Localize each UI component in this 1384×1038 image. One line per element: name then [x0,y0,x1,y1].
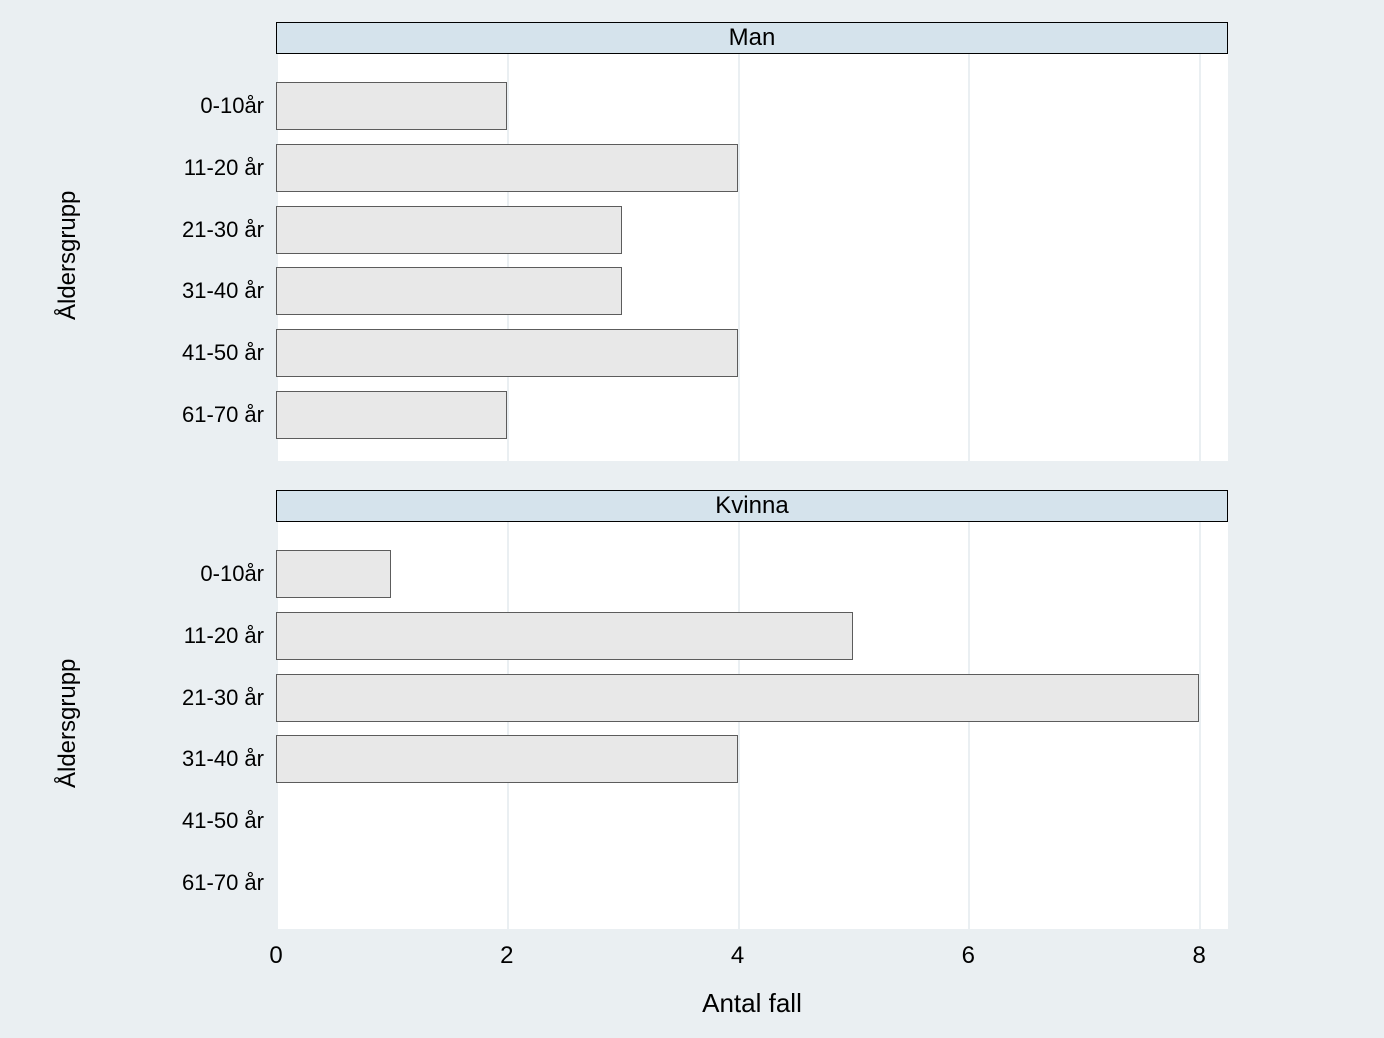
y-tick-label: 41-50 år [182,810,264,832]
gridline [968,54,970,461]
plot-area [276,54,1228,461]
y-tick-label: 21-30 år [182,687,264,709]
bar [276,267,622,315]
bar [276,735,738,783]
gridline [738,522,740,929]
bar [276,674,1199,722]
y-axis-label: Åldersgrupp [54,200,82,320]
gridline [507,522,509,929]
y-tick-label: 21-30 år [182,219,264,241]
y-tick-label: 11-20 år [184,157,264,179]
faceted-bar-chart: Åldersgrupp Man 0-10år 11-20 år 21-30 år 31-4… [0,0,1384,1038]
y-axis-label: Åldersgrupp [54,668,82,788]
plot-area [276,522,1228,929]
x-tick-label: 2 [500,942,513,970]
y-tick-label: 61-70 år [182,404,264,426]
gridline [1199,54,1201,461]
gridline [1199,522,1201,929]
y-tick-label: 31-40 år [182,280,264,302]
gridline [968,522,970,929]
y-tick-label: 41-50 år [182,342,264,364]
x-tick-label: 6 [962,942,975,970]
bar [276,612,853,660]
x-tick-label: 8 [1192,942,1205,970]
x-tick-label: 0 [269,942,282,970]
panel-header: Man [276,22,1228,54]
y-tick-label: 61-70 år [182,872,264,894]
y-tick-label: 0-10år [200,95,264,117]
bar [276,82,507,130]
gridline [738,54,740,461]
bar [276,206,622,254]
y-tick-label: 31-40 år [182,748,264,770]
panel-header: Kvinna [276,490,1228,522]
y-tick-label: 11-20 år [184,625,264,647]
bar [276,144,738,192]
gridline [507,54,509,461]
bar [276,391,507,439]
x-tick-label: 4 [731,942,744,970]
y-tick-label: 0-10år [200,563,264,585]
bar [276,550,391,598]
x-axis-label: Antal fall [702,988,802,1019]
bar [276,329,738,377]
